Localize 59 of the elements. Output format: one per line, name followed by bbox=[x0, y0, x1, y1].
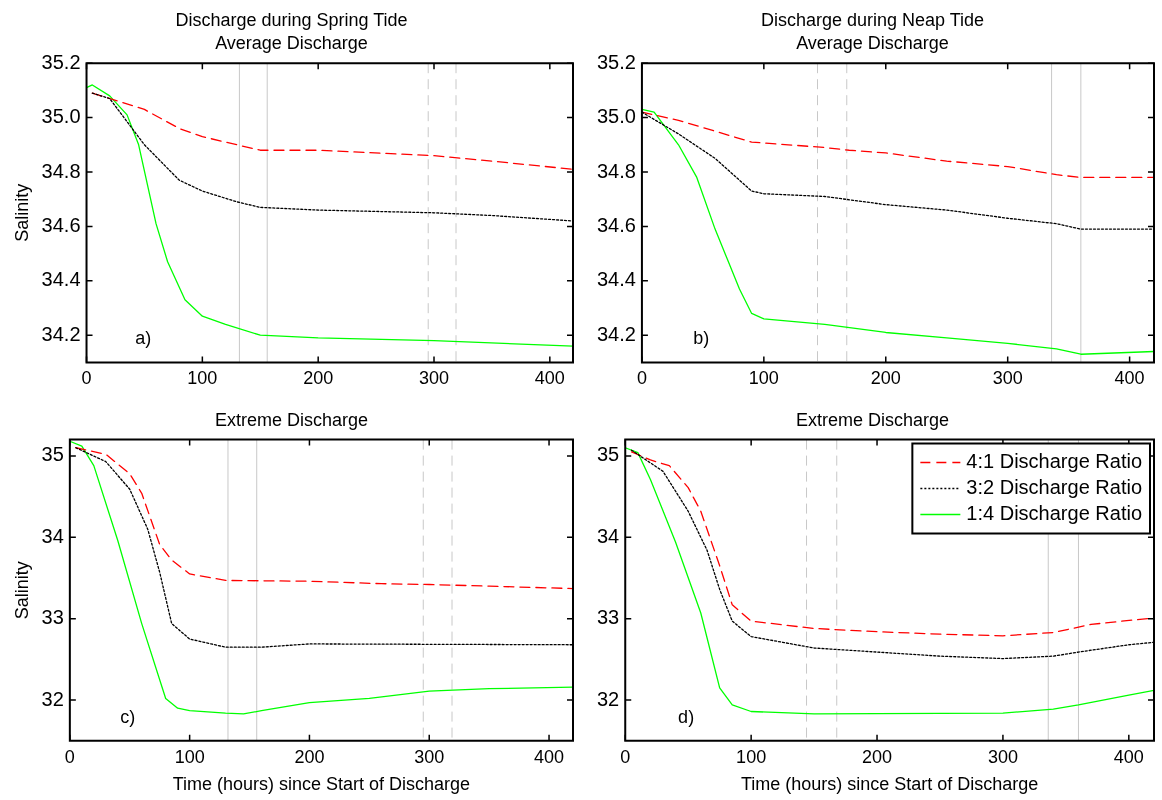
x-tick-label: 200 bbox=[862, 746, 893, 767]
x-tick-label: 200 bbox=[294, 746, 325, 767]
y-tick-label: 33 bbox=[597, 606, 620, 629]
x-tick-label: 100 bbox=[174, 746, 205, 767]
x-tick-label: 300 bbox=[414, 746, 445, 767]
x-tick-label: 400 bbox=[1113, 746, 1144, 767]
y-tick-label: 34 bbox=[41, 524, 64, 547]
chart-title: Discharge during Spring Tide bbox=[175, 9, 408, 30]
chart-title: Discharge during Neap Tide bbox=[760, 9, 985, 30]
annotation: c) bbox=[120, 706, 136, 727]
y-tick-label: 34.4 bbox=[596, 268, 636, 291]
x-axis-title: Time (hours) since Start of Discharge bbox=[172, 774, 471, 795]
y-tick-label: 34.4 bbox=[41, 268, 81, 291]
x-tick-label: 200 bbox=[303, 368, 334, 389]
y-tick-label: 35.2 bbox=[41, 50, 81, 73]
legend-label: 4:1 Discharge Ratio bbox=[966, 450, 1143, 473]
y-tick-label: 34.2 bbox=[596, 322, 636, 345]
x-tick-label: 300 bbox=[987, 746, 1018, 767]
x-tick-label: 100 bbox=[187, 368, 218, 389]
y-tick-label: 35.0 bbox=[41, 105, 81, 128]
y-tick-label: 34 bbox=[597, 524, 620, 547]
line-series bbox=[641, 111, 1154, 179]
y-tick-label: 35 bbox=[597, 443, 620, 466]
chart-subtitle: Average Discharge bbox=[796, 33, 949, 54]
y-tick-label: 32 bbox=[41, 687, 64, 710]
y-tick-label: 34.8 bbox=[596, 159, 636, 182]
x-tick-label: 300 bbox=[418, 368, 450, 389]
y-tick-label: 34.6 bbox=[41, 213, 81, 236]
legend-label: 3:2 Discharge Ratio bbox=[966, 476, 1143, 499]
x-tick-label: 400 bbox=[1114, 368, 1145, 389]
y-tick-label: 33 bbox=[41, 606, 64, 629]
y-tick-label: 35.0 bbox=[596, 105, 636, 128]
x-axis-title: Time (hours) since Start of Discharge bbox=[740, 774, 1039, 795]
x-tick-label: 400 bbox=[534, 368, 565, 389]
y-tick-label: 35 bbox=[41, 443, 64, 466]
annotation: d) bbox=[678, 706, 695, 727]
y-tick-label: 32 bbox=[597, 687, 620, 710]
legend-label: 1:4 Discharge Ratio bbox=[966, 502, 1143, 525]
annotation: b) bbox=[693, 328, 710, 349]
line-series bbox=[75, 447, 573, 590]
x-tick-label: 400 bbox=[534, 746, 565, 767]
y-axis-title: Salinity bbox=[11, 561, 32, 620]
annotation: a) bbox=[135, 328, 152, 349]
x-tick-label: 0 bbox=[636, 368, 647, 389]
y-tick-label: 35.2 bbox=[596, 50, 636, 73]
y-tick-label: 34.2 bbox=[41, 322, 81, 345]
x-tick-label: 0 bbox=[81, 368, 92, 389]
chart-title: Extreme Discharge bbox=[795, 409, 950, 430]
chart-subtitle: Average Discharge bbox=[215, 33, 368, 54]
x-tick-label: 100 bbox=[748, 368, 779, 389]
x-tick-label: 0 bbox=[620, 746, 631, 767]
x-tick-label: 200 bbox=[870, 368, 901, 389]
y-axis-title: Salinity bbox=[11, 183, 32, 242]
y-tick-label: 34.6 bbox=[596, 213, 636, 236]
chart-title: Extreme Discharge bbox=[214, 409, 369, 430]
x-tick-label: 300 bbox=[992, 368, 1023, 389]
y-tick-label: 34.8 bbox=[41, 159, 81, 182]
x-tick-label: 100 bbox=[736, 746, 767, 767]
x-tick-label: 0 bbox=[64, 746, 75, 767]
